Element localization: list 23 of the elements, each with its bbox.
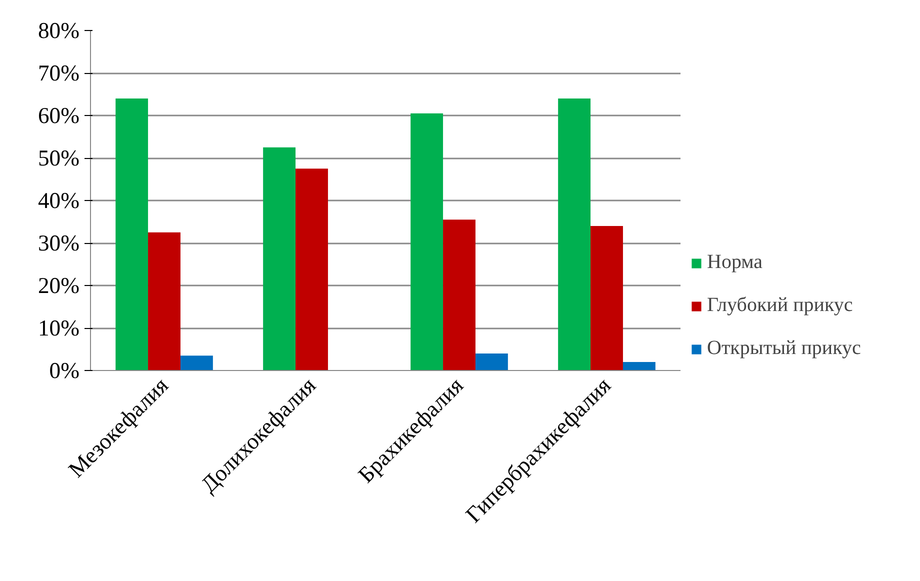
bar bbox=[116, 98, 148, 370]
bar bbox=[443, 220, 476, 370]
legend-label: Открытый прикус bbox=[707, 337, 861, 360]
bar bbox=[590, 226, 623, 370]
bar bbox=[475, 354, 508, 370]
y-tick-label: 40% bbox=[38, 188, 80, 213]
y-tick-label: 10% bbox=[38, 316, 80, 340]
y-tick-label: 70% bbox=[38, 60, 80, 86]
y-tick-label: 80% bbox=[38, 18, 80, 43]
bar bbox=[410, 113, 444, 370]
bar bbox=[296, 168, 328, 370]
bar bbox=[263, 147, 296, 370]
y-tick-label: 60% bbox=[38, 103, 80, 128]
bar bbox=[622, 362, 656, 370]
bar bbox=[148, 232, 180, 370]
legend-label: Норма bbox=[707, 251, 763, 274]
bar bbox=[180, 356, 213, 370]
bar bbox=[558, 98, 591, 370]
y-tick-label: 0% bbox=[49, 358, 80, 383]
y-tick-label: 20% bbox=[38, 273, 80, 298]
y-tick-label: 50% bbox=[38, 146, 80, 170]
y-tick-label: 30% bbox=[38, 230, 80, 256]
legend-label: Глубокий прикус bbox=[707, 294, 853, 317]
